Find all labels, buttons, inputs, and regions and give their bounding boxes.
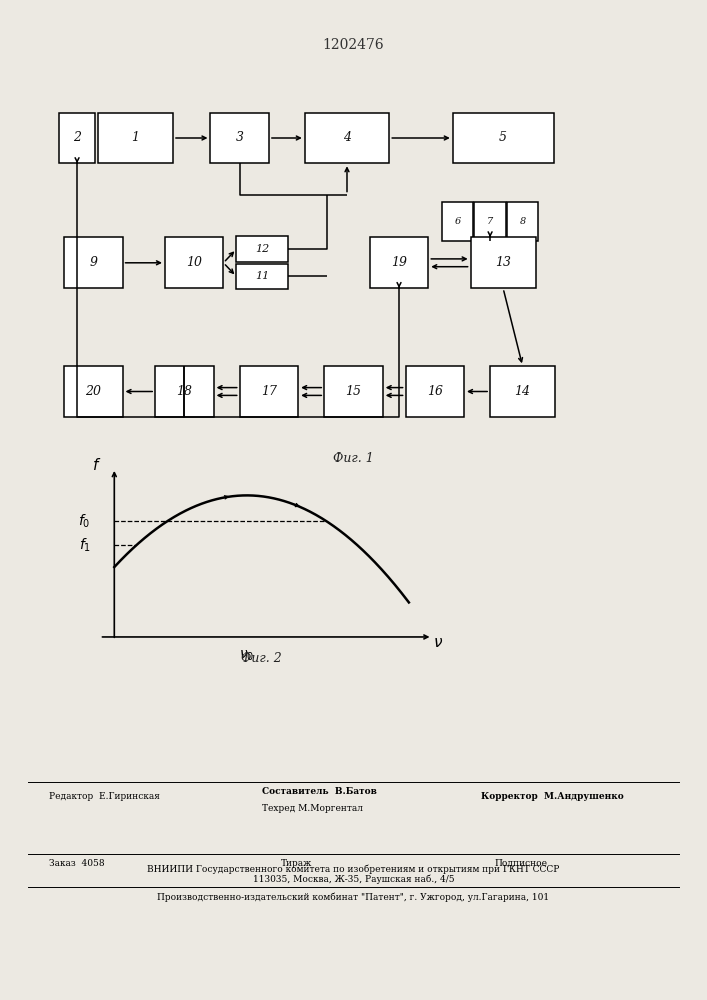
Bar [211, 113, 269, 163]
Text: 1: 1 [132, 131, 139, 144]
Bar [64, 366, 122, 417]
Text: 9: 9 [89, 256, 98, 269]
Text: Тираж: Тираж [281, 859, 312, 868]
Text: Редактор  Е.Гиринская: Редактор Е.Гиринская [49, 792, 160, 801]
Text: 1202476: 1202476 [322, 38, 385, 52]
Bar [452, 113, 554, 163]
Bar [236, 236, 288, 262]
Text: 16: 16 [427, 385, 443, 398]
Text: Составитель  В.Батов: Составитель В.Батов [262, 787, 376, 796]
Text: $f_0$: $f_0$ [78, 512, 90, 530]
Text: 18: 18 [176, 385, 192, 398]
Bar [98, 113, 173, 163]
Bar [370, 237, 428, 288]
Bar [240, 366, 298, 417]
Bar [507, 202, 538, 241]
Text: 17: 17 [261, 385, 277, 398]
Text: $\nu$: $\nu$ [433, 636, 443, 650]
Text: 12: 12 [255, 244, 269, 254]
Text: 19: 19 [391, 256, 407, 269]
Text: 13: 13 [495, 256, 511, 269]
Text: 15: 15 [346, 385, 361, 398]
Text: 6: 6 [455, 217, 461, 226]
Text: 113035, Москва, Ж-35, Раушская наб., 4/5: 113035, Москва, Ж-35, Раушская наб., 4/5 [252, 875, 455, 884]
Bar [305, 113, 390, 163]
Text: 5: 5 [499, 131, 507, 144]
Bar [155, 366, 214, 417]
Bar [406, 366, 464, 417]
Text: 11: 11 [255, 271, 269, 281]
Text: 8: 8 [520, 217, 526, 226]
Text: 7: 7 [487, 217, 493, 226]
Text: Производственно-издательский комбинат "Патент", г. Ужгород, ул.Гагарина, 101: Производственно-издательский комбинат "П… [158, 892, 549, 902]
Bar [64, 237, 122, 288]
Bar [474, 202, 506, 241]
Text: Фиг. 2: Фиг. 2 [241, 652, 282, 665]
Text: 14: 14 [515, 385, 531, 398]
Bar [442, 202, 473, 241]
Text: ВНИИПИ Государственного комитета по изобретениям и открытиям при ГКНТ СССР: ВНИИПИ Государственного комитета по изоб… [147, 865, 560, 874]
Bar [165, 237, 223, 288]
Text: $f$: $f$ [92, 457, 101, 473]
Text: Подписное: Подписное [495, 859, 548, 868]
Text: 20: 20 [86, 385, 101, 398]
Text: Техред М.Моргентал: Техред М.Моргентал [262, 804, 363, 813]
Text: Заказ  4058: Заказ 4058 [49, 859, 105, 868]
Text: 2: 2 [73, 131, 81, 144]
Bar [325, 366, 382, 417]
Text: $f_1$: $f_1$ [78, 537, 90, 554]
Bar [490, 366, 555, 417]
Bar [471, 237, 536, 288]
Text: 10: 10 [186, 256, 202, 269]
Bar [59, 113, 95, 163]
Text: Корректор  М.Андрушенко: Корректор М.Андрушенко [481, 792, 624, 801]
Text: 4: 4 [343, 131, 351, 144]
Text: Фиг. 1: Фиг. 1 [333, 452, 374, 465]
Text: 3: 3 [235, 131, 244, 144]
Text: $\nu_0$: $\nu_0$ [239, 648, 255, 663]
Bar [236, 264, 288, 289]
